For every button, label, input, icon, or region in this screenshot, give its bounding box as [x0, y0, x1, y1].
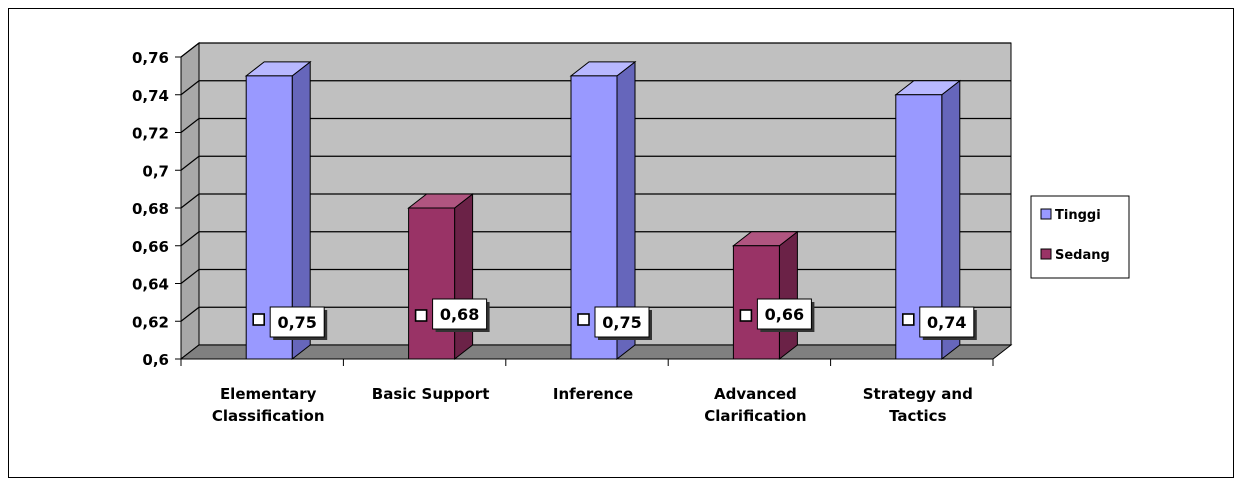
bar — [408, 207, 456, 360]
y-tick-label: 0,68 — [132, 200, 169, 218]
gridline — [180, 80, 1011, 96]
data-label-marker — [901, 313, 915, 326]
data-label: 0,68 — [440, 305, 479, 324]
x-category-label: Classification — [212, 407, 325, 425]
x-category-label: Tactics — [889, 407, 947, 425]
y-tick-label: 0,72 — [132, 125, 169, 143]
x-category-label: Basic Support — [372, 385, 490, 403]
data-label-marker — [252, 313, 265, 326]
y-tick-label: 0,74 — [132, 87, 169, 105]
legend-swatch — [1040, 208, 1052, 220]
data-label-marker — [414, 309, 428, 322]
x-category-label: Elementary — [220, 385, 317, 403]
data-label-box — [269, 306, 325, 338]
gridline — [180, 42, 1011, 58]
x-category-label: Inference — [553, 385, 633, 403]
legend — [1030, 195, 1130, 279]
bar-side — [454, 192, 474, 361]
y-tick-label: 0,6 — [142, 351, 169, 369]
data-label-marker — [739, 309, 753, 322]
gridline — [180, 231, 1011, 247]
bar-chart: 0,6 0,62 0,64 0,66 0,68 0,7 0,72 0,74 0,76 0,75 El… — [132, 41, 1130, 425]
y-tick-label: 0,66 — [132, 238, 169, 256]
data-label: 0,75 — [277, 313, 316, 332]
gridline — [180, 155, 1011, 171]
data-label-box — [432, 298, 488, 330]
data-label: 0,66 — [765, 305, 804, 324]
x-category-label: Clarification — [704, 407, 806, 425]
y-tick-label: 0,7 — [142, 162, 169, 180]
y-tick-label: 0,64 — [132, 276, 169, 294]
data-label-box — [756, 298, 812, 330]
data-label-box — [594, 306, 650, 338]
legend-label: Tinggi — [1055, 208, 1101, 223]
y-tick-label: 0,76 — [132, 49, 169, 67]
data-label-marker — [577, 313, 590, 326]
x-category-label: Advanced — [714, 385, 797, 403]
data-label-box — [919, 306, 975, 338]
gridline — [180, 193, 1011, 209]
gridline — [180, 117, 1011, 133]
y-tick-label: 0,62 — [132, 313, 169, 331]
legend-label: Sedang — [1055, 248, 1110, 263]
x-category-label: Strategy and — [863, 385, 973, 403]
chart-frame: 0,6 0,62 0,64 0,66 0,68 0,7 0,72 0,74 0,76 0,75 El… — [8, 8, 1234, 478]
legend-swatch — [1040, 248, 1052, 260]
data-label: 0,74 — [927, 313, 966, 332]
bar-side — [778, 230, 798, 361]
data-label: 0,75 — [602, 313, 641, 332]
